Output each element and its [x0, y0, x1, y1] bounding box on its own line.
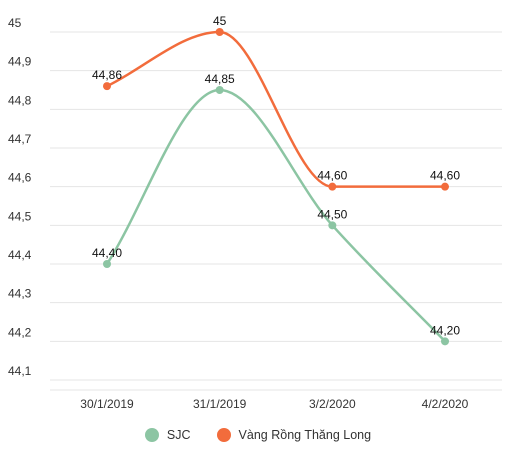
data-label-sjc: 44,50 — [317, 207, 347, 221]
y-tick-label: 44,3 — [8, 287, 32, 301]
data-label-vang-rong-thang-long: 45 — [213, 14, 227, 28]
data-label-sjc: 44,85 — [205, 72, 235, 86]
y-tick-label: 44,9 — [8, 55, 32, 69]
legend-marker-vang-rong-thang-long — [216, 428, 231, 442]
legend-label-sjc: SJC — [166, 428, 191, 442]
y-tick-label: 44,8 — [8, 93, 32, 107]
legend: SJC Vàng Rồng Thăng Long — [0, 428, 516, 442]
y-tick-label: 45 — [8, 16, 22, 30]
series-lines — [105, 30, 446, 343]
data-label-vang-rong-thang-long: 44,60 — [317, 169, 347, 183]
data-label-sjc: 44,40 — [92, 246, 122, 260]
x-tick-label: 30/1/2019 — [80, 397, 134, 411]
data-point-sjc[interactable] — [328, 221, 337, 230]
y-tick-label: 44,4 — [8, 248, 32, 262]
data-labels: 44,40 44,85 44,50 44,20 44,86 45 44,60 44,60 — [92, 14, 460, 337]
data-point-vang-rong-thang-long[interactable] — [441, 182, 449, 191]
data-label-vang-rong-thang-long: 44,60 — [430, 169, 460, 183]
x-tick-label: 4/2/2020 — [422, 397, 469, 411]
legend-label-vang-rong-thang-long: Vàng Rồng Thăng Long — [238, 428, 372, 442]
x-tick-label: 3/2/2020 — [309, 397, 356, 411]
data-points — [103, 28, 449, 346]
grid-lines — [50, 31, 502, 391]
x-tick-label: 31/1/2019 — [193, 397, 247, 411]
y-tick-label: 44,5 — [8, 209, 32, 223]
data-point-sjc[interactable] — [103, 260, 111, 268]
data-point-vang-rong-thang-long[interactable] — [215, 28, 224, 36]
data-label-vang-rong-thang-long: 44,86 — [92, 68, 122, 82]
x-axis: 30/1/2019 31/1/2019 3/2/2020 4/2/2020 — [80, 397, 468, 411]
series-line-vang-rong-thang-long — [106, 30, 445, 188]
legend-marker-sjc — [144, 428, 159, 442]
data-point-vang-rong-thang-long[interactable] — [103, 82, 111, 91]
data-point-sjc[interactable] — [441, 337, 449, 346]
y-tick-label: 44,6 — [8, 171, 32, 185]
y-tick-label: 44,1 — [8, 364, 32, 378]
y-tick-label: 44,7 — [8, 132, 32, 146]
y-tick-label: 44,2 — [8, 325, 32, 339]
y-axis: 45 44,9 44,8 44,7 44,6 44,5 44,4 44,3 44,2 44,1 — [8, 16, 32, 378]
data-label-sjc: 44,20 — [430, 323, 460, 337]
series-line-sjc — [105, 88, 446, 343]
data-point-vang-rong-thang-long[interactable] — [328, 182, 337, 191]
legend-item-vang-rong-thang-long[interactable]: Vàng Rồng Thăng Long — [216, 428, 372, 442]
legend-item-sjc[interactable]: SJC — [144, 428, 191, 442]
data-point-sjc[interactable] — [215, 86, 224, 94]
line-chart: 45 44,9 44,8 44,7 44,6 44,5 44,4 44,3 44,2 44,1 3… — [8, 14, 502, 411]
